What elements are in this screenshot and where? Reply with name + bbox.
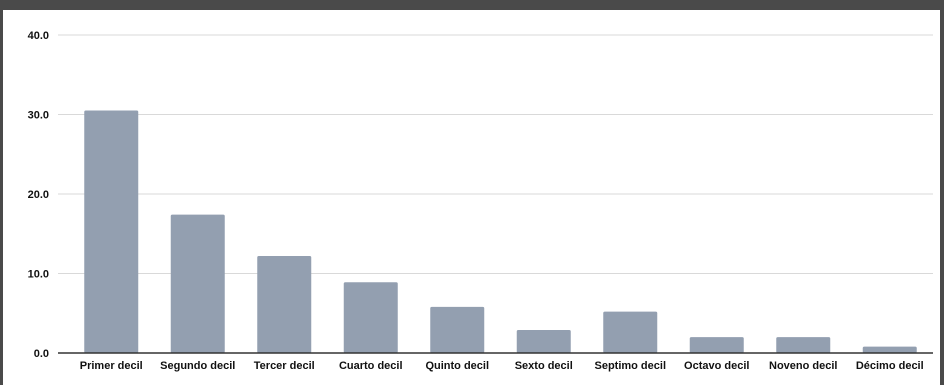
bar bbox=[862, 346, 917, 353]
bar bbox=[84, 110, 139, 354]
x-tick-label: Décimo decil bbox=[856, 360, 924, 372]
x-tick-label: Cuarto decil bbox=[339, 360, 403, 372]
y-tick-label: 0.0 bbox=[34, 348, 49, 360]
bar bbox=[430, 306, 485, 353]
bar bbox=[343, 282, 398, 353]
bar bbox=[603, 311, 658, 353]
x-axis-category-labels: Primer decil Segundo decil Tercer decil Cua… bbox=[80, 360, 924, 372]
bar bbox=[516, 329, 571, 353]
y-tick-label: 10.0 bbox=[28, 269, 49, 281]
gridlines bbox=[58, 34, 933, 274]
y-tick-label: 40.0 bbox=[28, 30, 49, 42]
x-tick-label: Primer decil bbox=[80, 360, 143, 372]
x-tick-label: Sexto decil bbox=[515, 360, 573, 372]
y-axis-tick-labels: 0.0 10.0 20.0 30.0 40.0 bbox=[28, 30, 49, 360]
y-tick-label: 20.0 bbox=[28, 189, 49, 201]
x-tick-label: Septimo decil bbox=[594, 360, 666, 372]
x-tick-label: Quinto decil bbox=[425, 360, 489, 372]
x-tick-label: Noveno decil bbox=[769, 360, 837, 372]
bar-chart: 0.0 10.0 20.0 30.0 40.0 Primer decil Segundo … bbox=[28, 30, 933, 372]
bar bbox=[257, 256, 312, 353]
x-tick-label: Octavo decil bbox=[684, 360, 749, 372]
bar bbox=[689, 337, 744, 353]
x-tick-label: Tercer decil bbox=[254, 360, 315, 372]
bars bbox=[84, 110, 917, 354]
x-tick-label: Segundo decil bbox=[160, 360, 235, 372]
chart-panel: 0.0 10.0 20.0 30.0 40.0 Primer decil Segundo … bbox=[3, 10, 940, 385]
bar bbox=[170, 214, 225, 353]
bar bbox=[776, 337, 831, 353]
y-tick-label: 30.0 bbox=[28, 110, 49, 122]
